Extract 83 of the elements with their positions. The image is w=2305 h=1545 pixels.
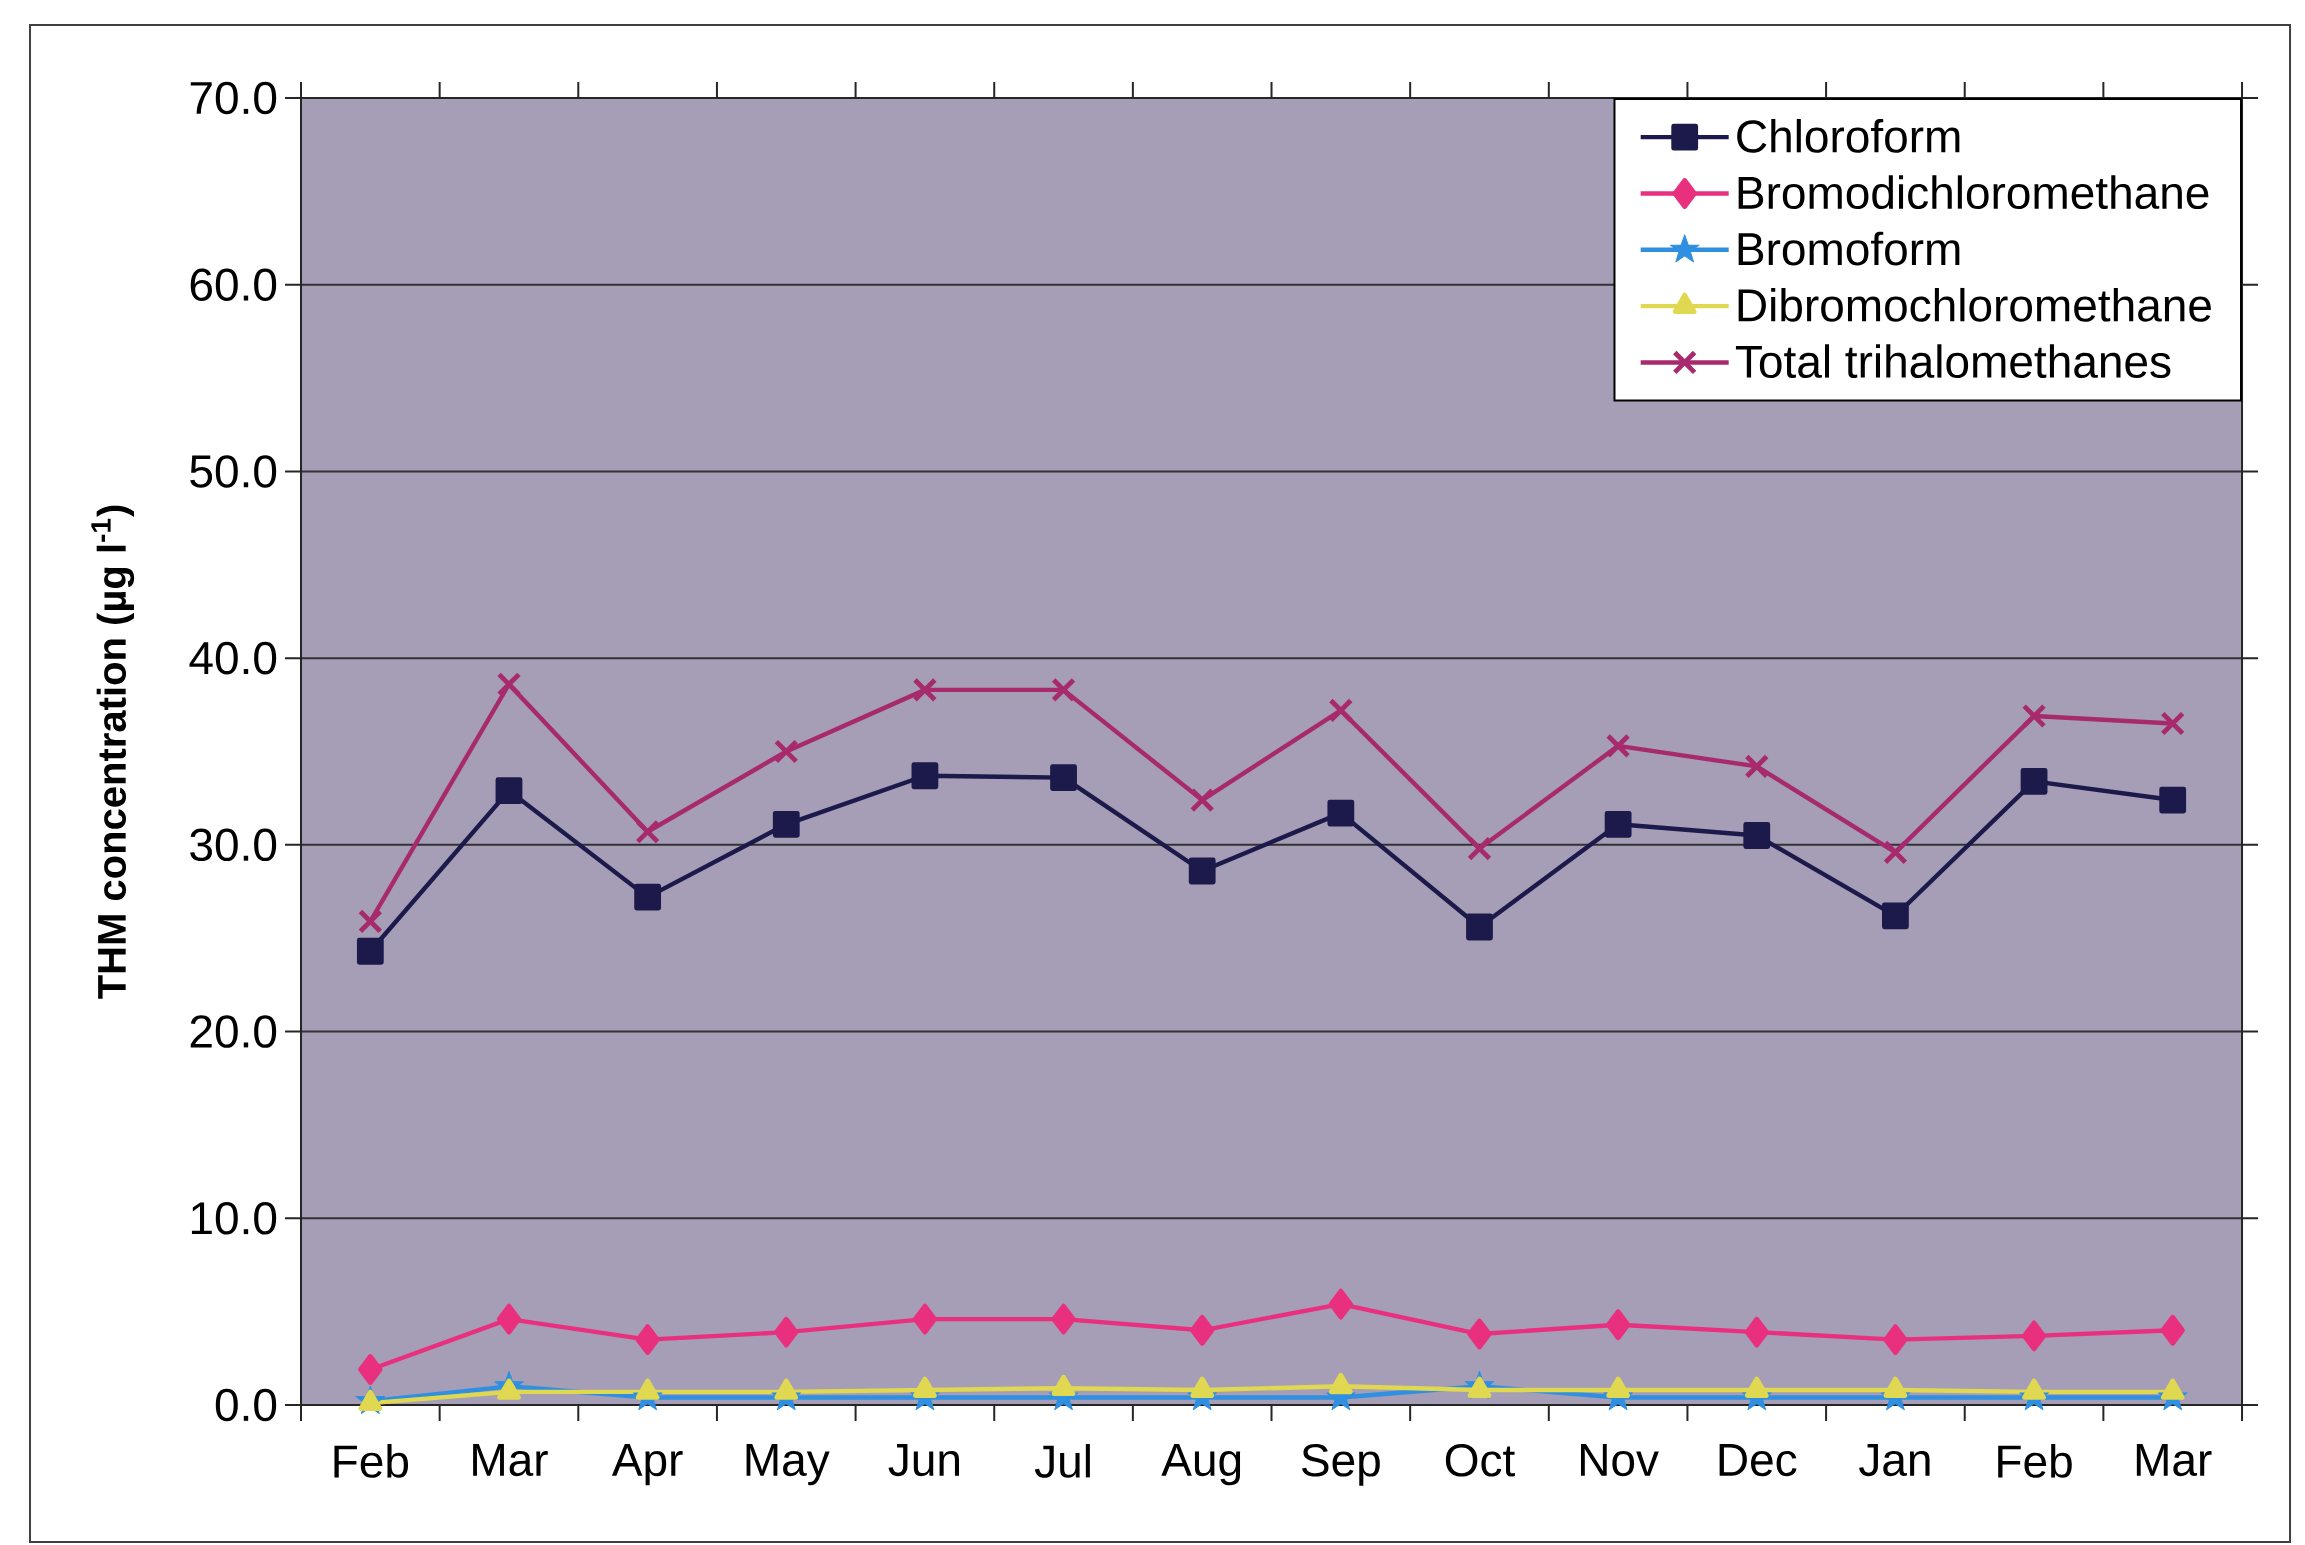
y-tick-label: 0.0 bbox=[215, 1388, 277, 1422]
point bbox=[2020, 767, 2048, 795]
point bbox=[1189, 787, 1215, 813]
point bbox=[635, 819, 660, 845]
point bbox=[2160, 1314, 2185, 1346]
point bbox=[774, 1378, 799, 1400]
x-tick-label: Nov bbox=[1580, 1444, 1659, 1477]
x-tick-label: Oct bbox=[1445, 1444, 1515, 1477]
legend-label: Bromoform bbox=[1738, 231, 1960, 266]
x-tick-label: Dec bbox=[1719, 1444, 1797, 1477]
point bbox=[2021, 1320, 2047, 1352]
point bbox=[1467, 1376, 1492, 1398]
y-tick-label: 60.0 bbox=[190, 268, 277, 301]
point bbox=[1744, 1316, 1769, 1348]
point bbox=[1882, 902, 1909, 930]
legend-label: Total trihalomethanes bbox=[1735, 344, 2171, 379]
point bbox=[1051, 1303, 1076, 1335]
x-tick-label: Jan bbox=[1859, 1444, 1930, 1477]
point bbox=[1467, 1318, 1492, 1350]
point bbox=[912, 1303, 938, 1335]
y-tick-label: 40.0 bbox=[189, 641, 277, 675]
y-tick-label: 10.0 bbox=[191, 1201, 277, 1235]
legend-label: Bromodichloromethane bbox=[1738, 175, 2209, 210]
x-tick-label: Sep bbox=[1302, 1444, 1380, 1486]
point bbox=[496, 671, 522, 697]
x-tick-label: Jun bbox=[888, 1444, 960, 1477]
x-tick-label: Mar bbox=[473, 1444, 548, 1477]
point bbox=[1190, 1376, 1215, 1398]
point bbox=[356, 937, 384, 965]
point bbox=[1050, 764, 1077, 792]
point bbox=[635, 1378, 660, 1400]
point bbox=[634, 883, 662, 911]
x-tick-label: Mar bbox=[2136, 1444, 2212, 1477]
point bbox=[497, 1378, 521, 1400]
point bbox=[912, 1376, 937, 1398]
point bbox=[2021, 703, 2047, 729]
y-axis-title: THM concentration (µg l$^{-1}$) bbox=[91, 505, 135, 999]
x-tick-label: Aug bbox=[1161, 1444, 1241, 1486]
point bbox=[1744, 1376, 1769, 1398]
point bbox=[358, 1354, 383, 1385]
point bbox=[912, 677, 938, 703]
point bbox=[911, 762, 939, 790]
point bbox=[1190, 1314, 1215, 1346]
point bbox=[2160, 1378, 2185, 1400]
point bbox=[1883, 840, 1908, 865]
x-tick-label: Feb bbox=[1998, 1444, 2072, 1478]
point bbox=[1606, 1376, 1631, 1398]
point bbox=[773, 739, 799, 764]
point bbox=[635, 1324, 660, 1356]
x-tick-label: May bbox=[746, 1444, 830, 1486]
point bbox=[1744, 754, 1770, 779]
x-tick-label: Apr bbox=[611, 1444, 683, 1486]
point bbox=[772, 810, 800, 838]
point bbox=[1605, 733, 1631, 759]
point bbox=[1328, 698, 1354, 723]
y-tick-label: 30.0 bbox=[190, 828, 277, 862]
point bbox=[496, 1303, 522, 1335]
point bbox=[774, 1316, 799, 1348]
point bbox=[1605, 1309, 1631, 1341]
point bbox=[358, 909, 383, 934]
point bbox=[1327, 799, 1355, 827]
point bbox=[1328, 1372, 1353, 1395]
point bbox=[1883, 1376, 1908, 1398]
point bbox=[2160, 711, 2185, 736]
legend-label: Chloroform bbox=[1737, 118, 1960, 153]
y-tick-label: 70.0 bbox=[190, 81, 277, 115]
point bbox=[1604, 810, 1632, 838]
point bbox=[1188, 857, 1216, 885]
y-tick-label: 50.0 bbox=[190, 455, 277, 488]
point bbox=[1467, 836, 1492, 861]
point bbox=[2022, 1378, 2046, 1400]
legend-label: Dibromochloromethane bbox=[1738, 287, 2211, 322]
point bbox=[1466, 913, 1493, 941]
point bbox=[2159, 786, 2187, 814]
point bbox=[1743, 822, 1771, 849]
point bbox=[1051, 1374, 1076, 1397]
point bbox=[1883, 1324, 1908, 1356]
point bbox=[495, 777, 523, 805]
x-tick-label: Jul bbox=[1034, 1444, 1090, 1478]
point bbox=[1051, 677, 1076, 703]
x-tick-label: Feb bbox=[334, 1444, 409, 1478]
y-tick-label: 20.0 bbox=[190, 1015, 277, 1048]
point bbox=[1328, 1288, 1353, 1320]
